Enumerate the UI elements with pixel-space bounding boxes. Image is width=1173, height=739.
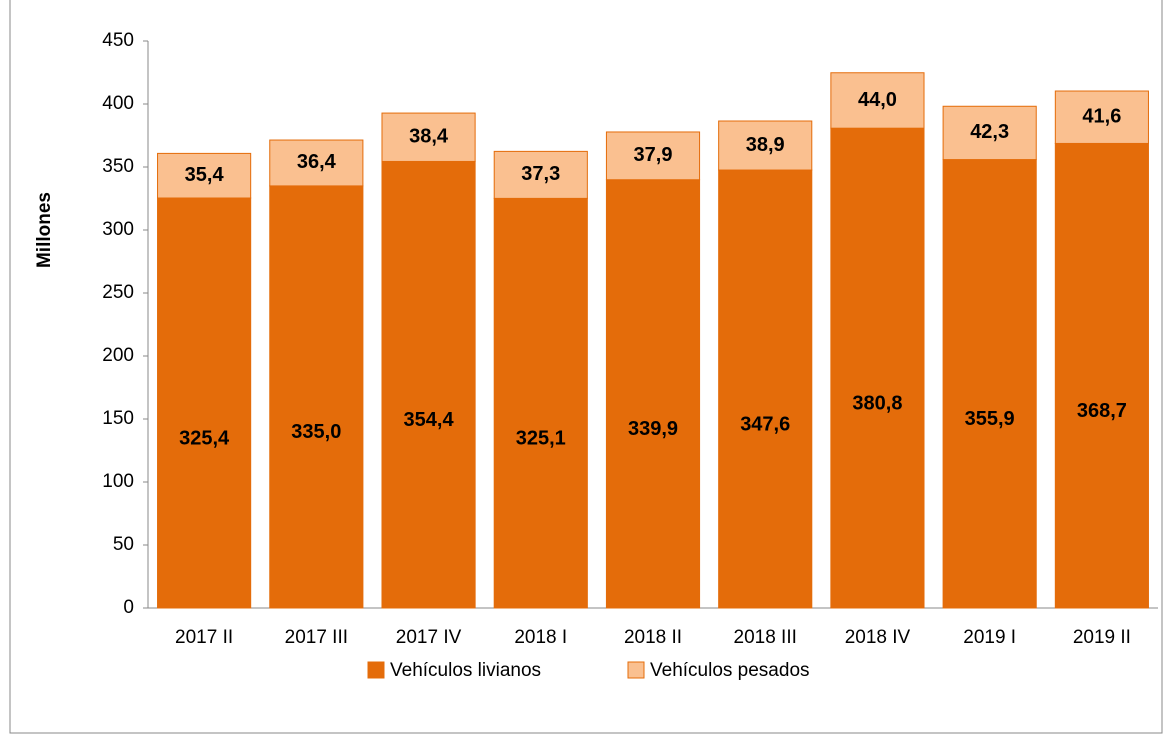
- x-tick-label: 2018 IV: [845, 627, 911, 648]
- x-tick-label: 2019 I: [963, 627, 1016, 648]
- data-label: 354,4: [404, 409, 455, 431]
- y-tick-label: 50: [113, 534, 134, 555]
- data-label: 38,4: [409, 126, 449, 148]
- bar-segment: [1054, 90, 1149, 144]
- data-label: 325,1: [516, 427, 566, 449]
- x-tick-label: 2018 III: [734, 627, 797, 648]
- x-tick-label: 2019 II: [1073, 627, 1131, 648]
- data-label: 380,8: [852, 392, 902, 414]
- bar-segment: [942, 105, 1037, 161]
- bar-segment: [381, 112, 476, 162]
- bar-segment: [157, 152, 252, 199]
- data-label: 347,6: [740, 413, 790, 435]
- data-label: 36,4: [297, 151, 337, 173]
- data-label: 339,9: [628, 418, 678, 440]
- y-tick-label: 400: [102, 93, 134, 114]
- data-label: 44,0: [858, 89, 897, 111]
- bar-segment: [605, 179, 701, 609]
- bar-segment: [605, 131, 701, 181]
- data-label: 41,6: [1082, 106, 1121, 128]
- y-axis-label: Millones: [34, 192, 55, 268]
- y-tick-label: 150: [102, 408, 134, 429]
- bar-segment: [942, 159, 1037, 609]
- y-tick-label: 250: [102, 282, 134, 303]
- legend-swatch: [367, 661, 385, 679]
- legend-label: Vehículos livianos: [390, 660, 541, 681]
- data-label: 368,7: [1077, 400, 1127, 422]
- bar-segment: [269, 139, 364, 187]
- bar-segment: [1054, 142, 1149, 609]
- bar-segment: [269, 185, 364, 609]
- bar-segment: [830, 127, 925, 609]
- x-tick-label: 2017 II: [175, 627, 233, 648]
- bar-segment: [381, 160, 476, 609]
- data-label: 37,3: [521, 163, 560, 185]
- data-label: 38,9: [746, 134, 785, 156]
- y-tick-label: 0: [123, 597, 134, 618]
- y-tick-label: 450: [102, 30, 134, 51]
- bar-segment: [718, 120, 813, 171]
- y-tick-label: 300: [102, 219, 134, 240]
- x-tick-label: 2017 III: [285, 627, 348, 648]
- data-label: 35,4: [185, 164, 225, 186]
- y-tick-label: 100: [102, 471, 134, 492]
- bar-segment: [157, 197, 252, 609]
- data-label: 37,9: [634, 144, 673, 166]
- bar-segment: [830, 72, 925, 129]
- bar-segment: [718, 169, 813, 609]
- data-label: 355,9: [965, 408, 1015, 430]
- x-tick-label: 2018 II: [624, 627, 682, 648]
- y-tick-label: 200: [102, 345, 134, 366]
- data-label: 325,4: [179, 427, 230, 449]
- data-label: 42,3: [970, 121, 1009, 143]
- x-tick-label: 2018 I: [514, 627, 567, 648]
- legend-swatch: [627, 661, 645, 679]
- chart-border: [9, 0, 1163, 734]
- y-tick-label: 350: [102, 156, 134, 177]
- legend-label: Vehículos pesados: [650, 660, 810, 681]
- bar-segment: [493, 150, 588, 199]
- bar-segment: [493, 197, 588, 609]
- data-label: 335,0: [291, 421, 341, 443]
- x-tick-label: 2017 IV: [396, 627, 462, 648]
